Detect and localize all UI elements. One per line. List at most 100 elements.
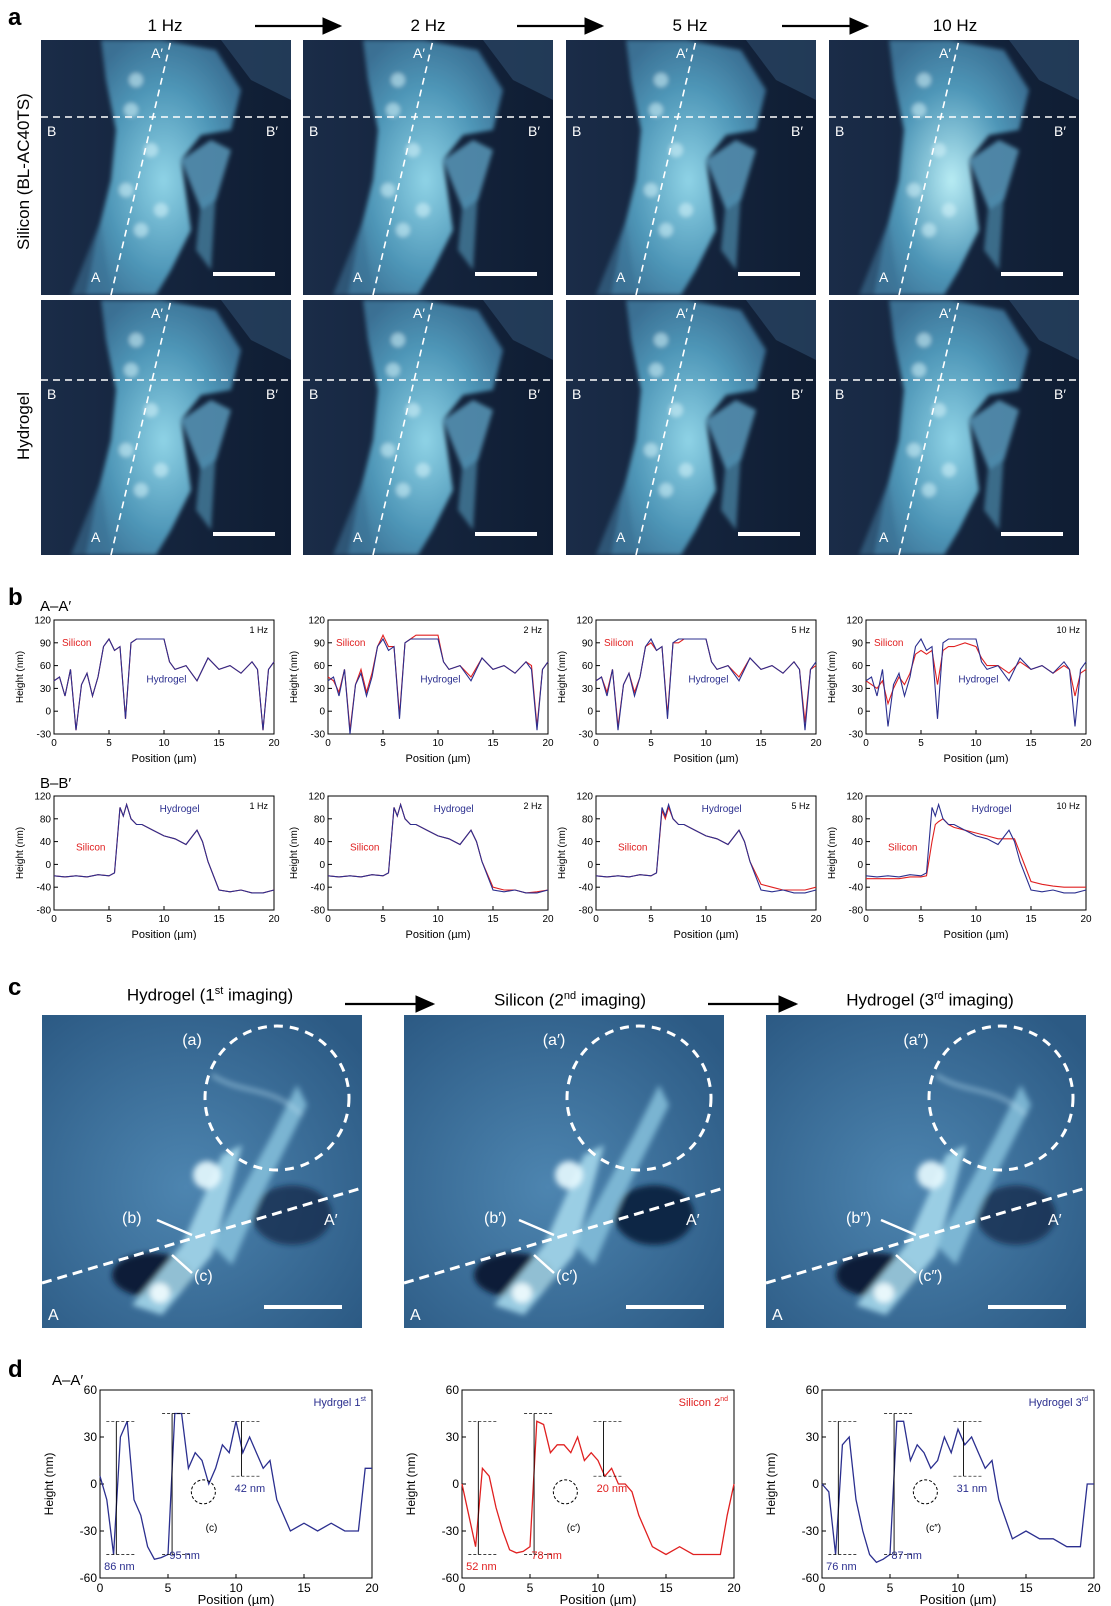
panel-c-title-3: Hydrogel (3rd imaging)	[846, 990, 1014, 1010]
line-a-aprime	[404, 1186, 724, 1285]
x-axis-label: Position (µm)	[943, 929, 1008, 940]
x-tick-label: 15	[213, 738, 225, 749]
afm-image-panel-c-1: A A′ (a) (b) (c)	[42, 1015, 362, 1328]
freq-label-3: 5 Hz	[672, 16, 708, 35]
x-axis-label: Position (µm)	[920, 1592, 997, 1606]
legend-silicon: Silicon	[874, 638, 903, 649]
legend-silicon: Silicon	[888, 843, 917, 854]
y-tick-label: -60	[802, 1571, 820, 1585]
height-annotation: 86 nm	[104, 1561, 135, 1573]
series-line-hydrogel	[595, 802, 817, 894]
label-a: A	[48, 1307, 59, 1324]
label-a-prime: A′	[324, 1212, 338, 1229]
y-tick-label: 30	[582, 684, 594, 695]
x-tick-label: 10	[970, 914, 982, 925]
x-tick-label: 0	[51, 738, 57, 749]
series-line-hydrogel	[595, 637, 817, 731]
scale-bar	[1001, 532, 1063, 536]
x-tick-label: 0	[863, 738, 869, 749]
x-tick-label: 10	[158, 738, 170, 749]
x-tick-label: 20	[1080, 738, 1092, 749]
y-tick-label: 60	[582, 661, 594, 672]
chart-d-3: 0 5 10 15 20 -60 -30 0 30 60 Position (µm) Height (…	[764, 1383, 1101, 1606]
y-tick-label: -30	[311, 730, 326, 741]
arrow-c	[895, 1254, 917, 1274]
panel-b-row-title-bb: B–B′	[40, 775, 72, 792]
x-axis-label: Position (µm)	[943, 753, 1008, 764]
label-a: A	[91, 529, 101, 545]
legend-hydrogel: Hydrogel	[420, 675, 460, 686]
y-axis-label: Height (nm)	[557, 827, 568, 879]
circle-region	[927, 1024, 1075, 1172]
frequency-label: 1 Hz	[249, 625, 268, 635]
chart-b-bb-1: 0 5 10 15 20 -80 -40 0 40 80 120 Position (µm) Heigh…	[289, 792, 554, 941]
series-label: Silicon 2nd	[679, 1396, 728, 1409]
frequency-label: 2 Hz	[523, 801, 542, 811]
y-tick-label: 0	[319, 707, 325, 718]
panel-c-title-1: Hydrogel (1st imaging)	[126, 985, 294, 1005]
y-tick-label: 120	[576, 616, 593, 627]
circle-marker-label: (c′)	[567, 1523, 581, 1534]
circle-label: (a)	[182, 1032, 202, 1049]
x-tick-label: 5	[887, 1581, 894, 1595]
legend-silicon: Silicon	[350, 843, 379, 854]
y-tick-label: -30	[579, 730, 594, 741]
x-tick-label: 10	[432, 738, 444, 749]
frequency-arrows	[255, 17, 870, 35]
arrow-b	[518, 1218, 555, 1237]
panel-letter-d: d	[8, 1356, 23, 1383]
line-a-aprime	[110, 40, 172, 295]
x-tick-label: 20	[365, 1581, 379, 1595]
y-tick-label: 60	[806, 1383, 820, 1397]
y-tick-label: 120	[34, 616, 51, 627]
x-tick-label: 15	[659, 1581, 673, 1595]
line-a-aprime	[372, 300, 434, 555]
y-tick-label: 120	[34, 792, 51, 803]
label-b: B	[47, 123, 56, 139]
legend-hydrogel: Hydrogel	[434, 804, 474, 815]
afm-image-panel-c-2: A A′ (a′) (b′) (c′)	[404, 1015, 724, 1328]
arrow-b	[880, 1218, 917, 1237]
x-tick-label: 5	[106, 738, 112, 749]
y-tick-label: 80	[40, 814, 52, 825]
y-tick-label: 0	[452, 1477, 459, 1491]
y-axis-label: Height (nm)	[764, 1453, 778, 1516]
afm-image-silicon-1hz: A A′ B B′	[41, 40, 291, 295]
y-tick-label: 90	[852, 638, 864, 649]
label-a: A	[91, 269, 101, 285]
x-tick-label: 10	[700, 914, 712, 925]
x-tick-label: 0	[819, 1581, 826, 1595]
y-tick-label: 80	[852, 814, 864, 825]
circle-marker	[552, 1479, 578, 1505]
label-b: B	[309, 386, 318, 402]
x-axis-label: Position (µm)	[405, 929, 470, 940]
row-label-silicon: Silicon (BL-AC40TS)	[14, 93, 33, 250]
label-b-prime: B′	[528, 123, 540, 139]
y-tick-label: 120	[308, 616, 325, 627]
y-tick-label: -60	[80, 1571, 98, 1585]
legend-hydrogel: Hydrogel	[702, 804, 742, 815]
panel-b-row-title-aa: A–A′	[40, 598, 72, 615]
series-line-hydrogel	[865, 802, 1087, 894]
afm-image-hydrogel-1hz: A A′ B B′	[41, 300, 291, 555]
scale-bar	[738, 532, 800, 536]
x-tick-label: 0	[51, 914, 57, 925]
y-tick-label: -30	[849, 730, 864, 741]
frequency-label: 10 Hz	[1056, 625, 1080, 635]
chart-b-bb-0: 0 5 10 15 20 -80 -40 0 40 80 120 Position (µm) Heigh…	[15, 792, 280, 941]
x-tick-label: 15	[213, 914, 225, 925]
height-annotation: 78 nm	[531, 1550, 562, 1562]
y-tick-label: 60	[84, 1383, 98, 1397]
x-tick-label: 5	[648, 914, 654, 925]
line-a-aprime	[42, 1186, 362, 1285]
height-annotation: 31 nm	[957, 1483, 988, 1495]
x-tick-label: 15	[297, 1581, 311, 1595]
line-a-aprime	[898, 40, 960, 295]
x-tick-label: 20	[810, 914, 822, 925]
x-tick-label: 5	[380, 738, 386, 749]
y-tick-label: -80	[849, 906, 864, 917]
x-tick-label: 0	[593, 738, 599, 749]
